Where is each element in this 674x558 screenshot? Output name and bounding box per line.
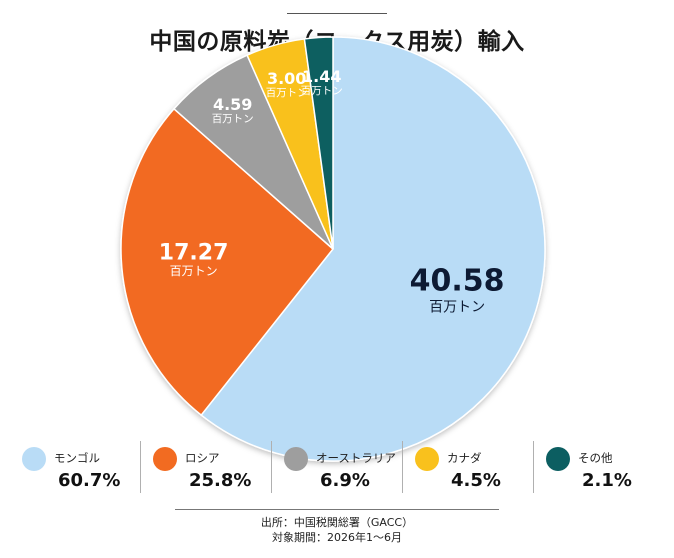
title-divider: [287, 13, 387, 14]
legend: モンゴル 60.7% ロシア 25.8% オーストラリア 6.9% カナダ 4.…: [10, 441, 664, 493]
source-note: 出所：中国税関総署（GACC） 対象期間：2026年1～6月: [0, 515, 674, 545]
slice-unit-label-other: 百万トン: [301, 85, 343, 97]
legend-swatch-australia: [284, 447, 308, 471]
slice-unit-label-canada: 百万トン: [266, 87, 308, 99]
slice-value-label-mongolia: 40.58: [410, 263, 505, 298]
legend-item-russia: ロシア 25.8%: [140, 441, 271, 493]
legend-item-australia: オーストラリア 6.9%: [271, 441, 402, 493]
pie-slice-russia: [120, 107, 335, 417]
slice-unit-label-russia: 百万トン: [170, 264, 218, 278]
pie-slice-mongolia: [200, 36, 546, 462]
legend-label: カナダ: [447, 451, 482, 465]
legend-item-canada: カナダ 4.5%: [402, 441, 533, 493]
legend-label: モンゴル: [54, 451, 100, 465]
slice-unit-label-mongolia: 百万トン: [429, 299, 485, 315]
period-text: 対象期間：2026年1～6月: [272, 531, 402, 544]
legend-item-other: その他 2.1%: [533, 441, 664, 493]
legend-swatch-mongolia: [22, 447, 46, 471]
legend-percent: 25.8%: [189, 470, 252, 491]
pie-slice-other: [303, 36, 334, 250]
legend-swatch-other: [546, 447, 570, 471]
legend-label: その他: [578, 451, 613, 465]
slice-value-label-australia: 4.59: [213, 95, 252, 114]
legend-percent: 60.7%: [58, 470, 121, 491]
footer-divider: [175, 509, 499, 510]
slice-value-label-other: 1.44: [302, 67, 341, 86]
legend-percent: 2.1%: [582, 470, 632, 491]
legend-label: オーストラリア: [316, 451, 396, 465]
legend-percent: 6.9%: [320, 470, 370, 491]
legend-swatch-russia: [153, 447, 177, 471]
slice-value-label-canada: 3.00: [267, 69, 306, 88]
legend-percent: 4.5%: [451, 470, 501, 491]
slice-value-label-russia: 17.27: [159, 240, 229, 265]
legend-label: ロシア: [185, 451, 220, 465]
legend-item-mongolia: モンゴル 60.7%: [10, 441, 140, 493]
source-text: 出所：中国税関総署（GACC）: [260, 516, 414, 529]
legend-swatch-canada: [415, 447, 439, 471]
slice-unit-label-australia: 百万トン: [212, 113, 254, 125]
